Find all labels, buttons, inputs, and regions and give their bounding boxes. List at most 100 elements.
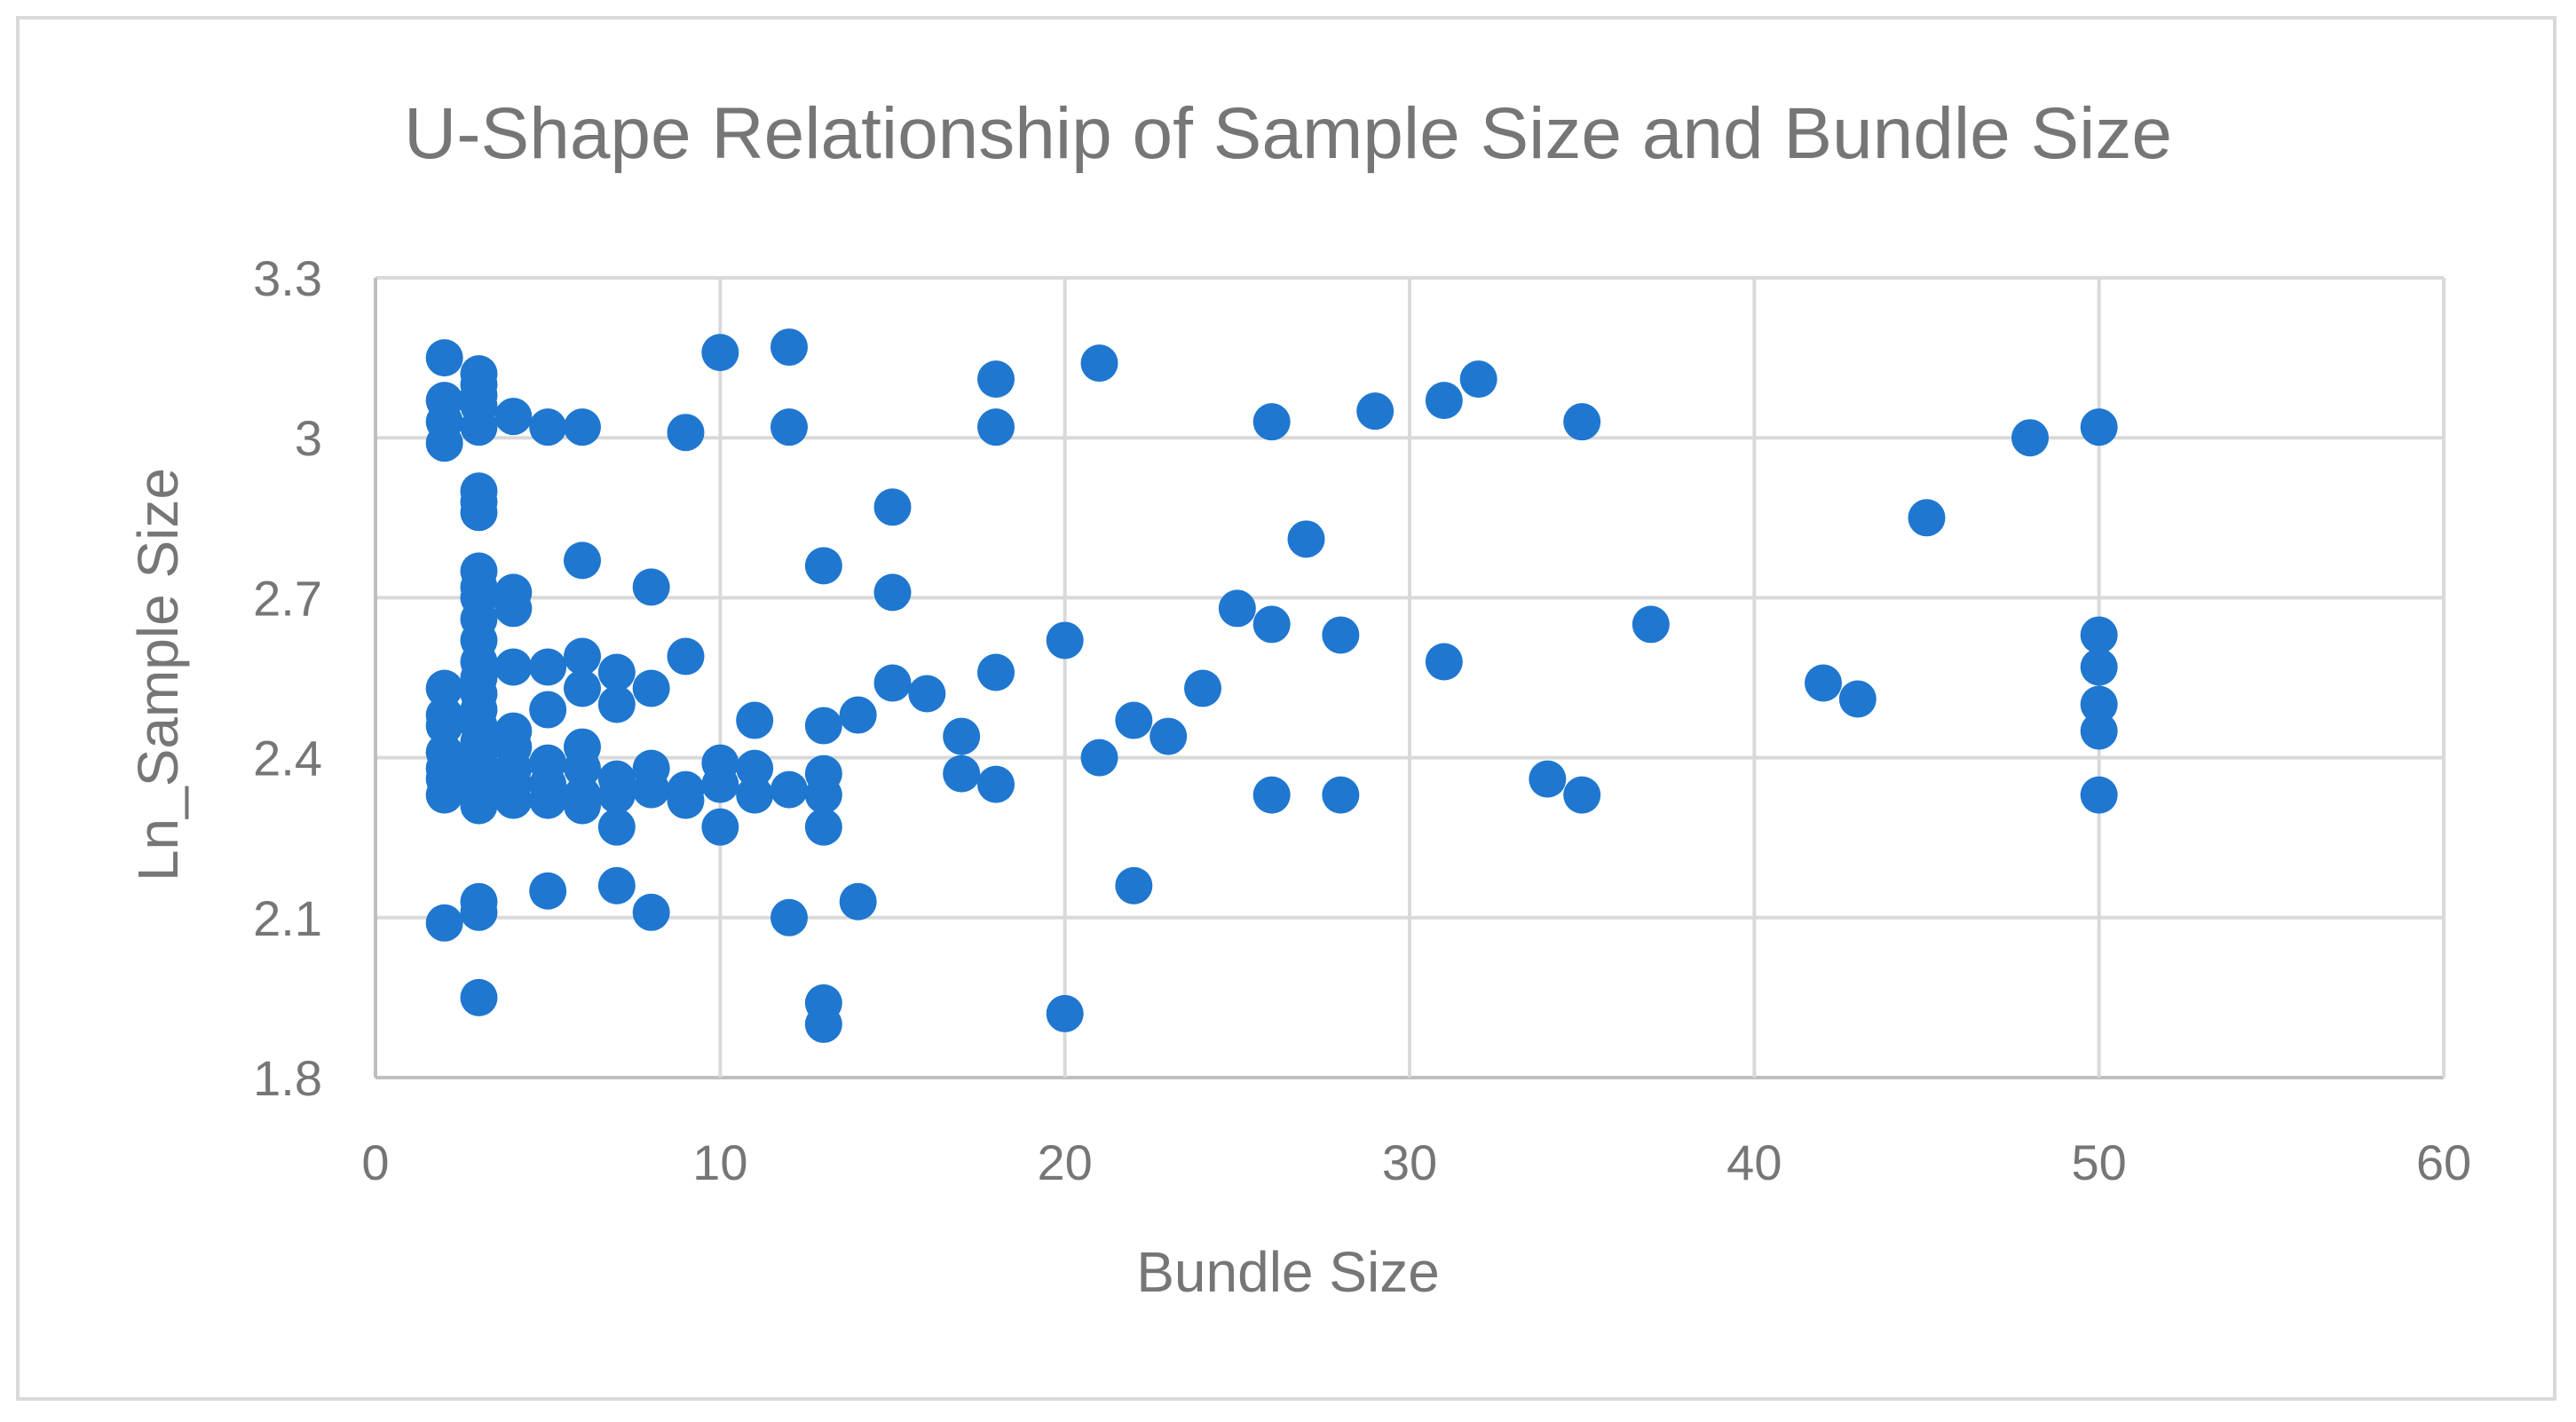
data-point (873, 488, 912, 526)
data-point (1563, 776, 1601, 814)
y-tick-label: 2.4 (253, 731, 322, 786)
data-point (564, 786, 601, 825)
data-point (1252, 403, 1291, 441)
data-point (529, 408, 567, 446)
y-tick-label: 1.8 (253, 1050, 322, 1106)
data-point (804, 707, 842, 745)
data-point (564, 749, 601, 787)
data-point (770, 328, 808, 367)
x-tick-label: 60 (2416, 1134, 2471, 1190)
data-point (736, 776, 774, 814)
data-point (804, 776, 842, 814)
data-point (1184, 669, 1221, 707)
data-point (943, 754, 981, 793)
data-point (804, 1005, 842, 1043)
data-point (564, 637, 601, 675)
data-point (736, 749, 774, 787)
y-tick-label: 2.1 (253, 890, 322, 946)
x-tick-label: 50 (2072, 1134, 2127, 1190)
x-axis-title: Bundle Size (1136, 1240, 1440, 1304)
data-point (597, 776, 636, 814)
data-point (1322, 776, 1360, 814)
y-axis-title: Ln_Sample Size (126, 468, 190, 881)
data-point (564, 669, 601, 707)
data-point (494, 589, 533, 628)
data-point (2080, 648, 2118, 686)
data-point (597, 866, 636, 905)
y-tick-label: 2.7 (253, 570, 322, 626)
data-point (1805, 664, 1842, 702)
data-point (977, 765, 1015, 803)
data-point (529, 872, 567, 910)
data-point (736, 701, 774, 739)
x-tick-label: 0 (361, 1134, 389, 1190)
data-point (1080, 739, 1118, 777)
data-point (632, 770, 670, 809)
data-point (425, 904, 463, 942)
data-point (667, 637, 705, 675)
data-point (977, 653, 1015, 691)
data-point (597, 653, 636, 691)
data-point (564, 408, 601, 446)
data-point (2080, 776, 2118, 814)
data-point (460, 978, 498, 1016)
data-point (1459, 360, 1497, 399)
data-point (1287, 520, 1325, 558)
data-point (460, 408, 498, 446)
data-point (2080, 408, 2118, 446)
data-point (564, 541, 601, 580)
data-point (667, 781, 705, 819)
data-point (1080, 344, 1118, 383)
x-tick-label: 40 (1727, 1134, 1782, 1190)
data-point (701, 808, 739, 846)
data-point (1632, 605, 1670, 644)
data-points (425, 328, 2118, 1043)
data-point (804, 808, 842, 846)
x-tick-label: 30 (1382, 1134, 1437, 1190)
data-point (1150, 717, 1188, 755)
data-point (632, 893, 670, 931)
data-point (839, 696, 877, 734)
data-point (1115, 866, 1153, 905)
data-point (701, 765, 739, 803)
data-point (2080, 712, 2118, 750)
data-point (943, 717, 981, 755)
data-point (908, 675, 946, 713)
data-point (425, 339, 463, 377)
data-point (460, 786, 498, 825)
data-point (529, 781, 567, 819)
data-point (1425, 382, 1463, 420)
x-tick-label: 10 (692, 1134, 747, 1190)
data-point (460, 494, 498, 532)
data-point (770, 898, 808, 936)
data-point (770, 770, 808, 809)
data-point (1563, 403, 1601, 441)
data-point (873, 664, 912, 702)
data-point (701, 334, 739, 372)
data-point (632, 568, 670, 606)
data-point (494, 398, 533, 436)
data-point (529, 648, 567, 686)
data-point (1322, 616, 1360, 654)
data-point (1425, 643, 1463, 681)
data-point (494, 781, 533, 819)
data-point (2011, 419, 2049, 457)
chart-title: U-Shape Relationship of Sample Size and … (404, 93, 2172, 174)
data-point (425, 424, 463, 462)
data-point (839, 882, 877, 920)
data-point (1529, 760, 1567, 798)
data-point (977, 408, 1015, 446)
x-tick-label: 20 (1038, 1134, 1093, 1190)
data-point (1046, 621, 1084, 660)
gridlines (374, 276, 2446, 1079)
tick-labels: 1.8 2.1 2.4 2.7 3 3.3 0 10 20 30 40 50 60 (253, 250, 2471, 1190)
data-point (1046, 994, 1084, 1032)
data-point (2080, 616, 2118, 654)
data-point (1908, 499, 1946, 537)
data-point (2080, 685, 2118, 723)
data-point (494, 648, 533, 686)
data-point (977, 360, 1015, 399)
data-point (1838, 680, 1877, 718)
data-point (667, 414, 705, 452)
